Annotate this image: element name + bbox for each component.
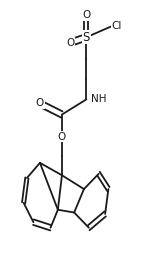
- Text: Cl: Cl: [112, 21, 122, 31]
- Text: O: O: [82, 10, 90, 20]
- Text: S: S: [83, 31, 90, 44]
- Text: NH: NH: [91, 94, 107, 104]
- Text: O: O: [66, 38, 74, 48]
- Text: O: O: [58, 132, 66, 142]
- Text: O: O: [36, 99, 44, 108]
